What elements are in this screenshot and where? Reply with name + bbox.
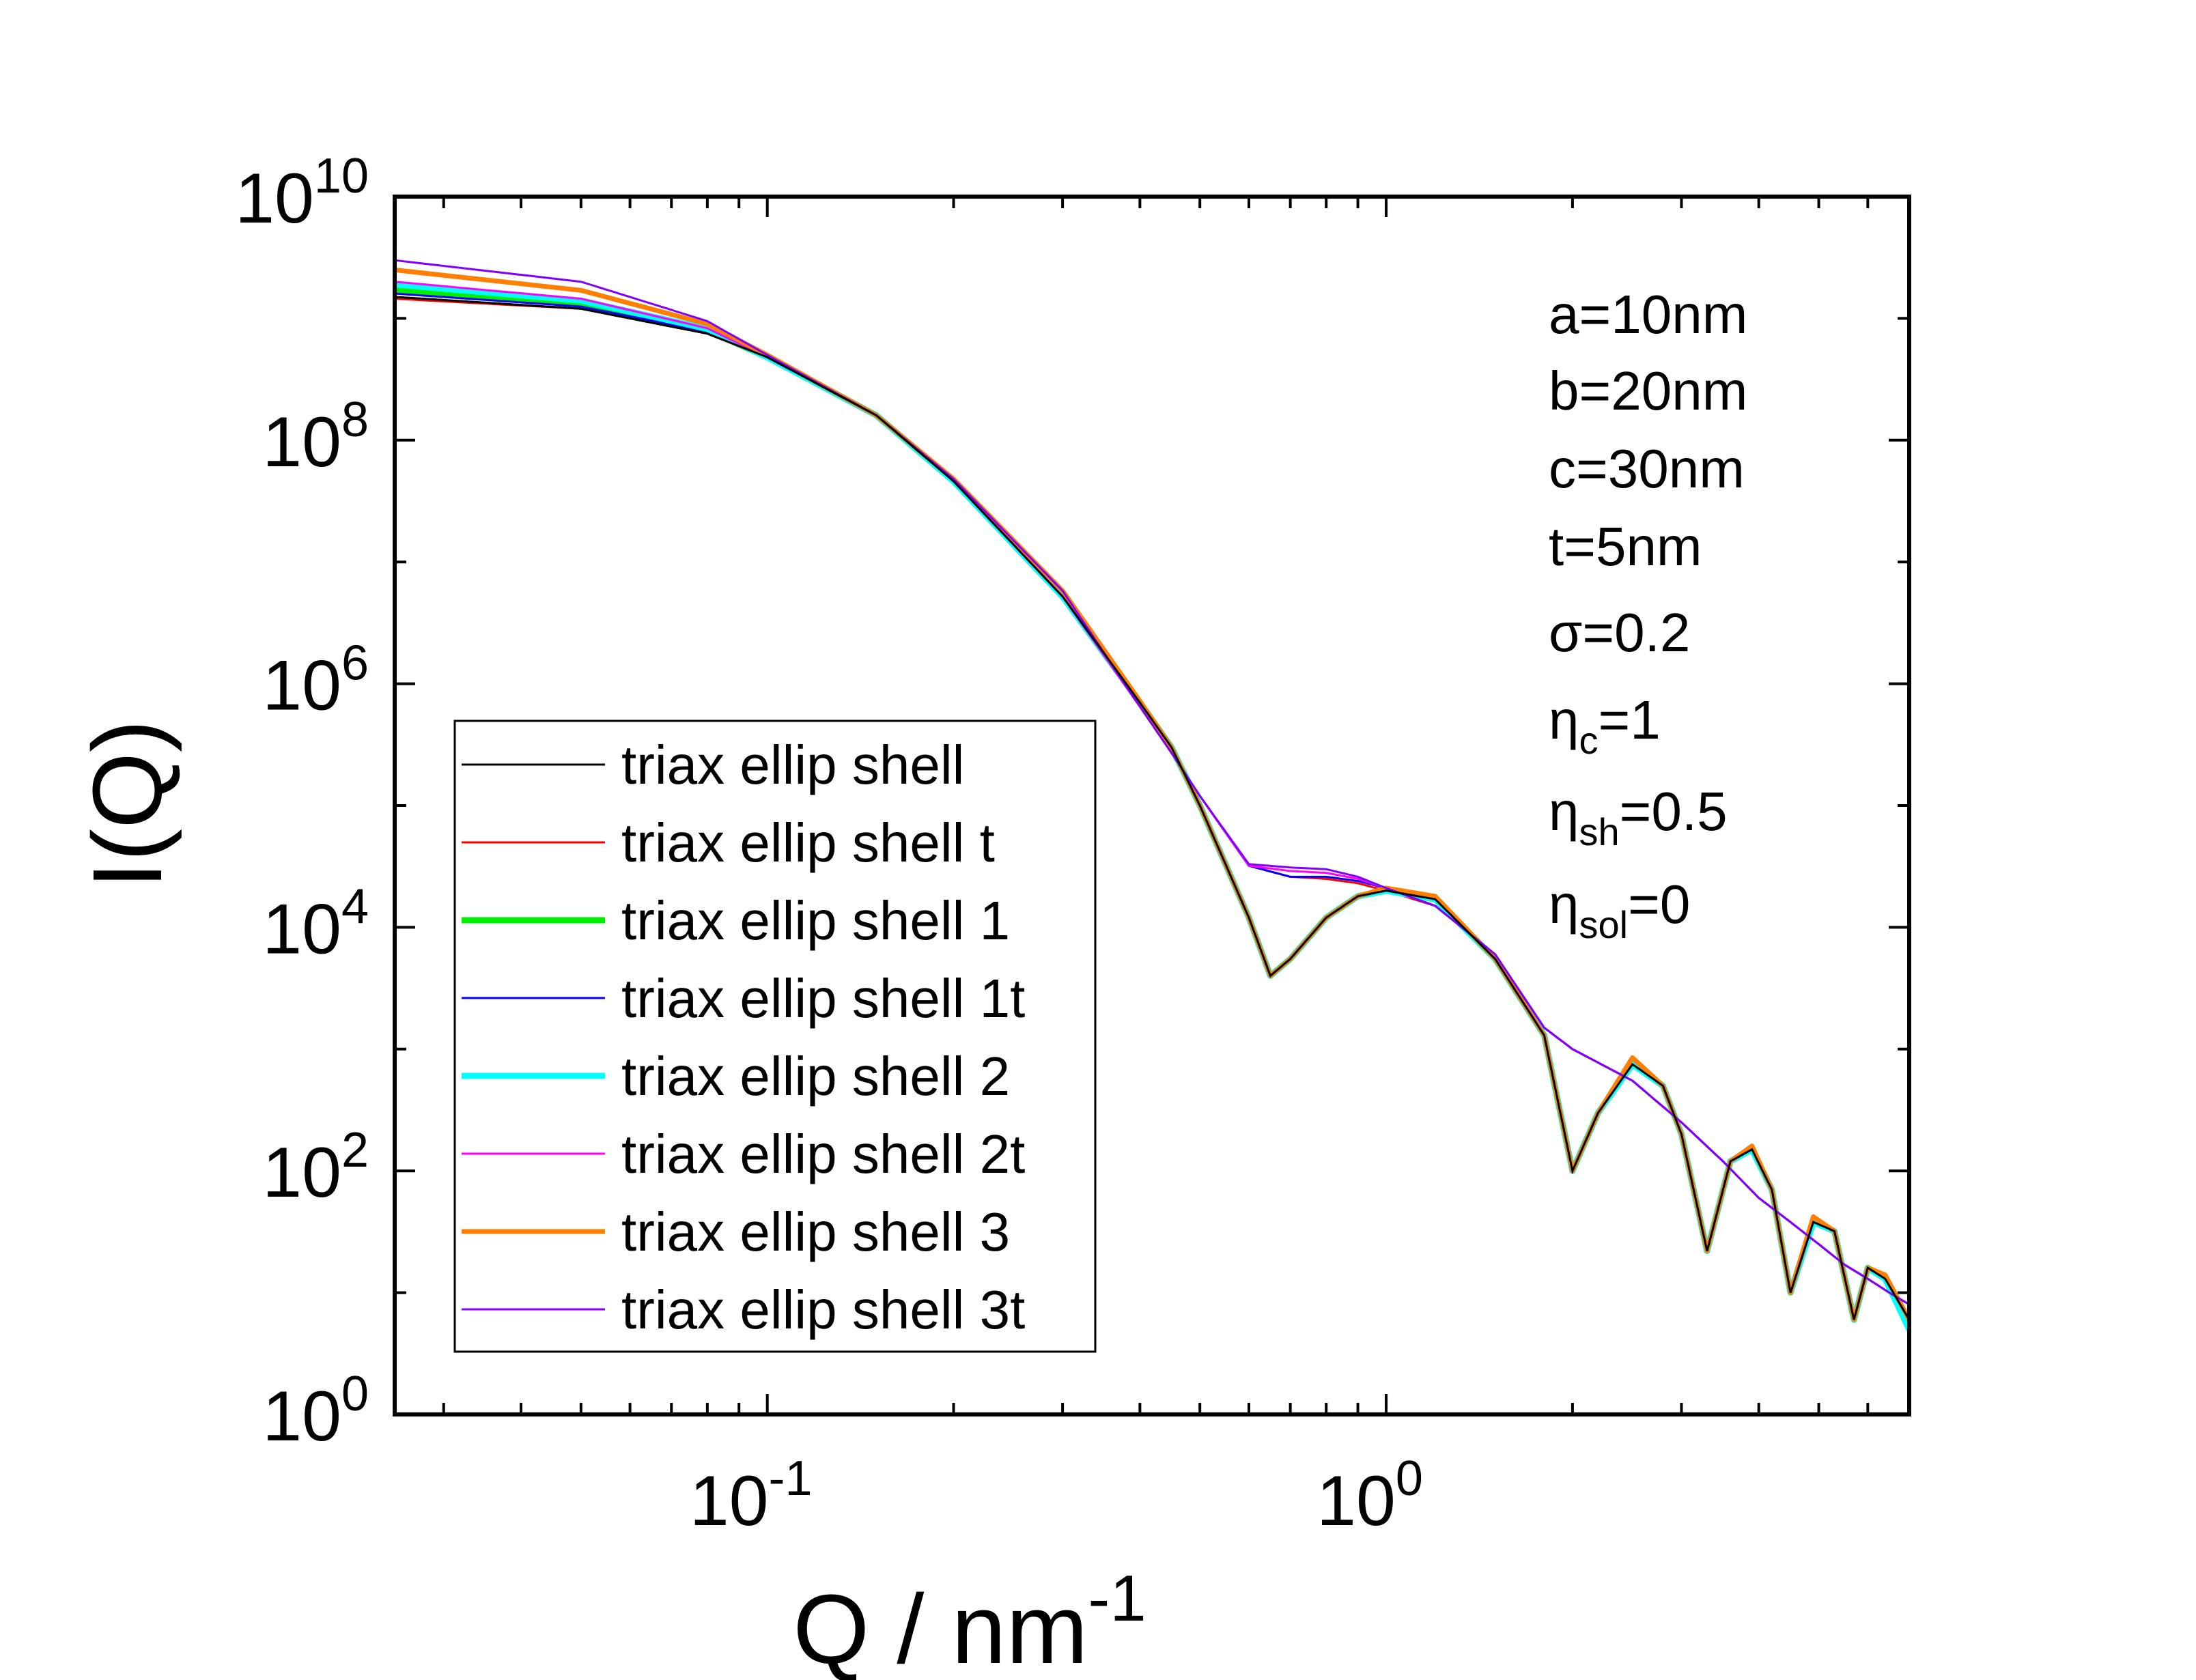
y-tick-label: 100	[262, 1367, 369, 1456]
x-tick-label: 100	[1317, 1451, 1423, 1541]
legend-label-7: triax ellip shell 3	[621, 1201, 1010, 1262]
x-tick-exponent: 0	[1396, 1451, 1423, 1506]
x-tick-base: 10	[690, 1462, 769, 1541]
legend-label-8: triax ellip shell 3t	[621, 1279, 1025, 1340]
y-tick-base: 10	[262, 646, 341, 726]
legend-label-2: triax ellip shell t	[621, 812, 995, 873]
y-tick-label: 108	[262, 393, 369, 482]
annotation-1: a=10nm	[1549, 284, 1747, 345]
annotation-7: ηsh=0.5	[1549, 781, 1728, 853]
legend-label-5: triax ellip shell 2	[621, 1046, 1010, 1107]
annotation-3: c=30nm	[1549, 438, 1745, 499]
y-tick-exponent: 8	[341, 393, 369, 447]
y-tick-exponent: 10	[314, 149, 369, 203]
annotation-4: t=5nm	[1549, 516, 1702, 577]
annotation-2: b=20nm	[1549, 360, 1747, 421]
legend-label-4: triax ellip shell 1t	[621, 968, 1025, 1029]
plot-curves	[395, 259, 1909, 1333]
series-line-1-overlay	[395, 296, 1909, 1320]
x-tick-labels: 10-1 100	[690, 1451, 1423, 1541]
x-axis-label: Q / nm-1	[793, 1562, 1146, 1680]
y-tick-exponent: 0	[341, 1367, 369, 1421]
parameter-annotations: a=10nm b=20nm c=30nm t=5nm σ=0.2 ηc=1 ηsh=0.5 η…	[1549, 284, 1747, 946]
annotation-5: σ=0.2	[1549, 602, 1690, 663]
annotation-6: ηc=1	[1549, 689, 1661, 762]
y-tick-label: 104	[262, 879, 369, 969]
y-tick-exponent: 4	[341, 879, 369, 934]
legend-label-6: triax ellip shell 2t	[621, 1124, 1025, 1184]
y-tick-label: 106	[262, 636, 369, 726]
legend: triax ellip shell triax ellip shell t tria…	[453, 720, 1097, 1353]
axis-ticks	[395, 195, 1911, 1416]
x-tick-label: 10-1	[690, 1451, 813, 1541]
y-tick-base: 10	[235, 159, 314, 238]
y-tick-exponent: 6	[341, 636, 369, 691]
x-tick-exponent: -1	[769, 1451, 813, 1506]
y-tick-base: 10	[262, 1377, 341, 1456]
series-line-8	[395, 259, 1909, 1306]
y-tick-base: 10	[262, 1133, 341, 1212]
legend-label-3: triax ellip shell 1	[621, 890, 1010, 951]
y-tick-exponent: 2	[341, 1123, 369, 1178]
y-axis-label: I(Q)	[72, 720, 182, 889]
y-tick-label: 102	[262, 1123, 369, 1212]
x-tick-base: 10	[1317, 1462, 1396, 1541]
legend-label-1: triax ellip shell	[621, 735, 964, 795]
annotation-8: ηsol=0	[1549, 874, 1690, 946]
y-tick-label: 1010	[235, 149, 369, 238]
legend-box	[453, 720, 1097, 1353]
y-tick-base: 10	[262, 889, 341, 969]
y-tick-base: 10	[262, 403, 341, 482]
